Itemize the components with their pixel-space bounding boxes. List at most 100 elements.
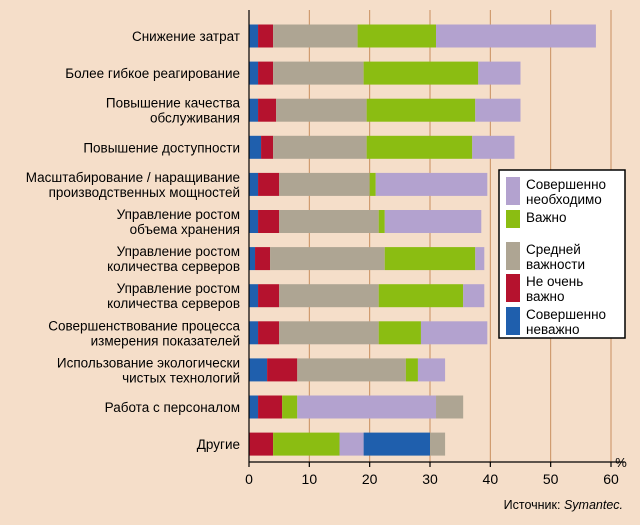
bar-segment [436,24,596,48]
x-unit-label: % [615,455,627,470]
bar-segment [279,321,379,345]
bar-segment [273,24,358,48]
bar-segment [261,135,274,159]
legend-label: Не очень [526,274,583,289]
bar-segment [378,321,421,345]
bar-segment [279,210,379,233]
category-label: количества серверов [107,259,240,274]
legend-label: Важно [526,210,567,225]
bar-segment [255,247,271,271]
bar-segment [258,98,277,122]
bar-segment [384,210,482,233]
bar-segment [249,98,259,122]
category-label: Повышение доступности [83,140,240,155]
bar-segment [249,210,259,233]
bar-segment [270,247,385,271]
x-axis: 0 10 20 30 40 50 60% [245,10,627,487]
bar-segment [258,24,274,48]
bar-segment [249,135,262,159]
bar-segment [276,98,367,122]
legend-label: важно [526,289,565,304]
category-label: производственных мощностей [49,185,240,200]
category-label: Более гибкое реагирование [65,66,240,81]
legend-label: Совершенно [526,177,606,192]
source-note: Источник: Symantec. [504,498,623,512]
bar-segment [273,432,340,456]
bar-segment [436,395,464,419]
bar-segment [282,395,298,419]
bar-segment [279,284,379,308]
x-tick-label: 60 [603,471,619,487]
legend-swatch [506,307,520,335]
bar-segment [366,135,473,159]
legend-label: важности [526,257,585,272]
bar-segment [405,358,418,382]
bar-segment [339,432,364,456]
legend-swatch [506,210,520,228]
legend-swatch [506,274,520,302]
source-prefix: Источник: [504,498,564,512]
bar-segment [475,247,485,271]
category-label: Работа с персоналом [105,400,240,415]
category-label: Повышение качества [106,96,241,111]
category-label: измерения показателей [91,333,240,348]
category-label: Управление ростом [117,244,240,259]
bar-segment [258,321,280,345]
bar-segment [384,247,476,271]
bar-segment [472,135,515,159]
bar-segment [297,358,406,382]
bar-segment [279,172,370,196]
legend-label: неважно [526,322,580,337]
bar-segment [478,61,521,85]
legend-label: Совершенно [526,307,606,322]
category-label: количества серверов [107,296,240,311]
x-tick-label: 20 [362,471,378,487]
bar-segment [258,61,274,85]
bar-segment [363,61,479,85]
bar-segment [258,395,283,419]
bar-segment [369,172,376,196]
category-labels: Снижение затрат Более гибкое реагирование… [26,29,241,452]
bar-segment [249,321,259,345]
bar-segment [378,284,464,308]
category-label: объема хранения [130,222,240,237]
legend-swatch [506,177,520,205]
bar-segment [430,432,446,456]
category-label: Снижение затрат [132,29,240,44]
bar-segment [378,210,385,233]
bar-segment [375,172,488,196]
bar-segment [420,321,488,345]
bar-segment [366,98,476,122]
bar-segment [357,24,437,48]
bar-segment [249,395,259,419]
category-label: чистых технологий [122,370,240,385]
x-tick-label: 50 [543,471,559,487]
category-label: Совершенствование процесса [48,318,240,333]
category-label: Другие [197,437,240,452]
legend-label: Средней [526,242,581,257]
x-tick-label: 30 [422,471,438,487]
legend-swatch [506,242,520,270]
x-tick-label: 0 [245,471,253,487]
bar-segment [249,247,256,271]
category-label: Управление ростом [117,207,240,222]
x-tick-label: 10 [302,471,318,487]
category-label: обслуживания [150,111,240,126]
bars [249,24,596,456]
bar-segment [363,432,430,456]
x-tick-label: 40 [483,471,499,487]
bar-segment [463,284,485,308]
bar-segment [249,61,259,85]
bar-segment [273,61,364,85]
bar-segment [297,395,437,419]
bar-segment [267,358,298,382]
bar-segment [258,210,280,233]
bar-segment [273,135,367,159]
bar-segment [249,432,274,456]
bar-segment [249,284,259,308]
bar-segment [475,98,521,122]
bar-segment [249,172,259,196]
bar-segment [249,358,268,382]
legend: СовершеннонеобходимоВажноСреднейважности… [498,169,626,339]
